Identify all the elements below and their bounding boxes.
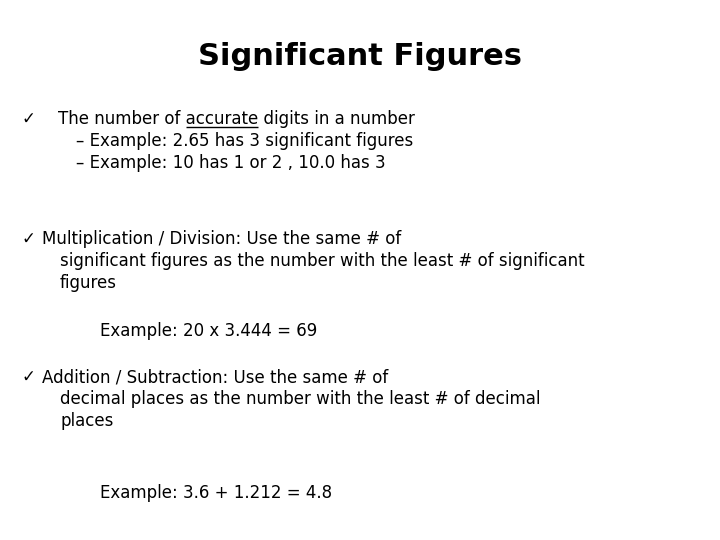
Text: ✓: ✓ xyxy=(22,230,36,248)
Text: places: places xyxy=(60,412,113,430)
Text: Example: 20 x 3.444 = 69: Example: 20 x 3.444 = 69 xyxy=(100,322,318,340)
Text: – Example: 2.65 has 3 significant figures: – Example: 2.65 has 3 significant figure… xyxy=(76,132,413,150)
Text: – Example: 10 has 1 or 2 , 10.0 has 3: – Example: 10 has 1 or 2 , 10.0 has 3 xyxy=(76,154,386,172)
Text: ✓: ✓ xyxy=(22,110,36,128)
Text: Addition / Subtraction: Use the same # of: Addition / Subtraction: Use the same # o… xyxy=(42,368,388,386)
Text: decimal places as the number with the least # of decimal: decimal places as the number with the le… xyxy=(60,390,541,408)
Text: significant figures as the number with the least # of significant: significant figures as the number with t… xyxy=(60,252,585,270)
Text: Example: 3.6 + 1.212 = 4.8: Example: 3.6 + 1.212 = 4.8 xyxy=(100,484,332,502)
Text: The number of accurate digits in a number: The number of accurate digits in a numbe… xyxy=(58,110,415,128)
Text: ✓: ✓ xyxy=(22,368,36,386)
Text: Significant Figures: Significant Figures xyxy=(198,42,522,71)
Text: Multiplication / Division: Use the same # of: Multiplication / Division: Use the same … xyxy=(42,230,401,248)
Text: figures: figures xyxy=(60,274,117,292)
